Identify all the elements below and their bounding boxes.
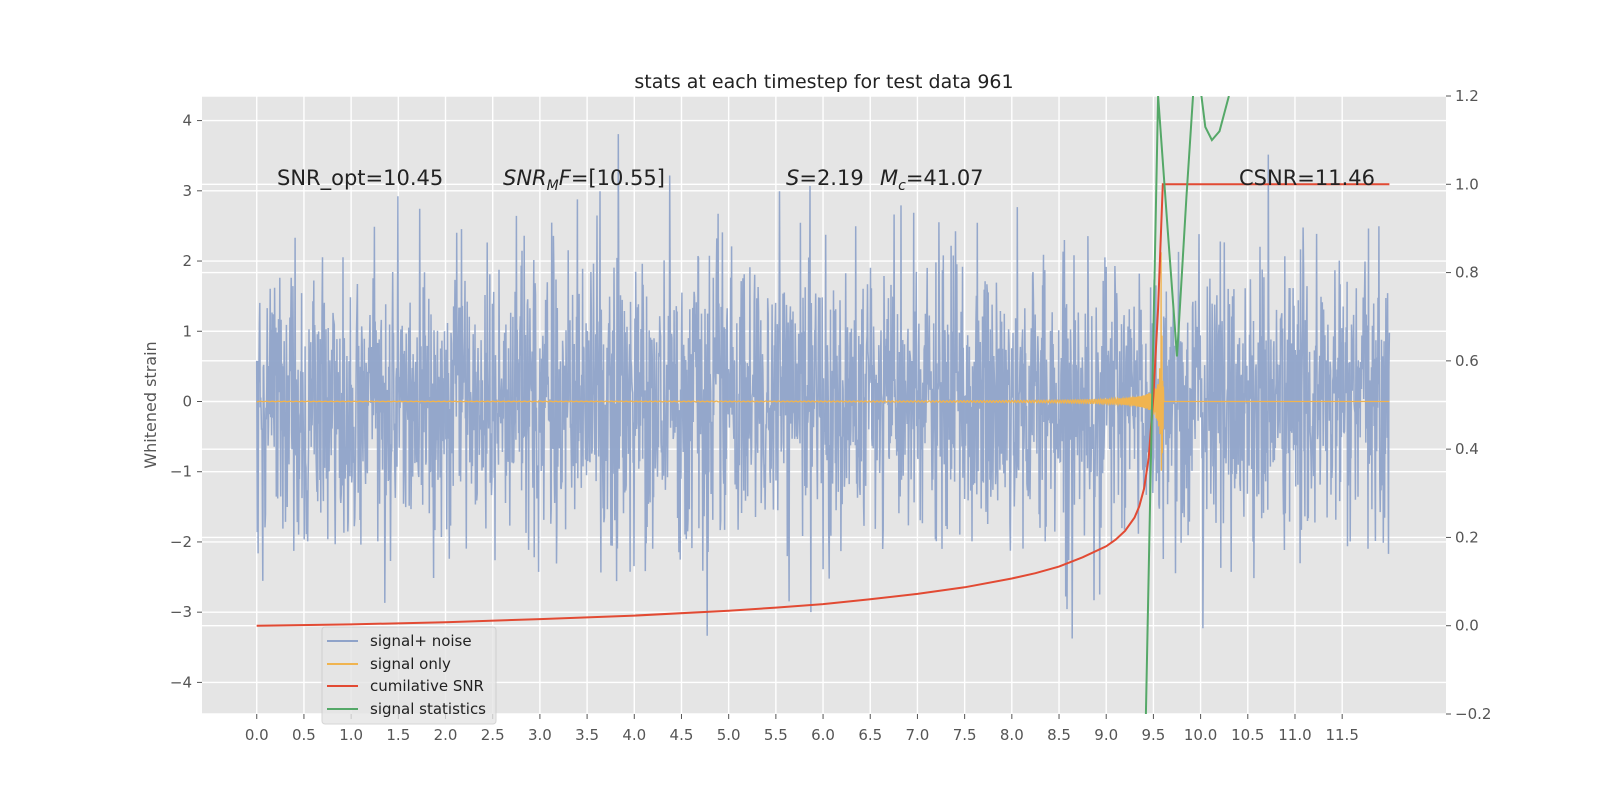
x-tick-label: 9.0 xyxy=(1094,726,1118,744)
s-value: =2.19 xyxy=(799,166,863,190)
mc-value: =41.07 xyxy=(906,166,984,190)
y2-tick-label: −0.2 xyxy=(1455,705,1491,723)
annotation-mc: Mc=41.07 xyxy=(880,166,984,194)
x-tick-label: 3.0 xyxy=(528,726,552,744)
x-tick-label: 3.5 xyxy=(575,726,599,744)
y-tick-label: −1 xyxy=(170,463,192,481)
series-cumulative-snr xyxy=(256,183,1390,627)
x-tick-label: 10.5 xyxy=(1231,726,1264,744)
x-tick-label: 8.5 xyxy=(1047,726,1071,744)
annotation-s: S=2.19 xyxy=(786,166,864,190)
mc-symbol: M xyxy=(880,166,898,190)
mc-subscript: c xyxy=(898,178,906,194)
data-layer xyxy=(255,96,1391,714)
legend-label-stats: signal statistics xyxy=(370,700,486,718)
chart-title: stats at each timestep for test data 961 xyxy=(634,71,1013,93)
series-signal-noise xyxy=(255,134,1391,639)
x-tick-label: 2.5 xyxy=(481,726,505,744)
y2-tick-label: 0.8 xyxy=(1455,264,1479,282)
y-axis-label: Whitened strain xyxy=(141,341,160,468)
snr-mf-symbol: SNR xyxy=(503,166,547,190)
x-tick-label: 11.5 xyxy=(1325,726,1358,744)
snr-mf-value: =[10.55] xyxy=(571,166,665,190)
x-tick-label: 6.5 xyxy=(858,726,882,744)
s-symbol: S xyxy=(786,166,799,190)
y-tick-label: −4 xyxy=(170,673,192,691)
y2-tick-label: 1.2 xyxy=(1455,87,1479,105)
y2-tick-label: 0.4 xyxy=(1455,440,1479,458)
y-tick-label: −2 xyxy=(170,533,192,551)
y-tick-label: 1 xyxy=(182,322,192,340)
y-tick-label: −3 xyxy=(170,603,192,621)
series-signal-only xyxy=(256,252,1390,471)
x-tick-label: 0.5 xyxy=(292,726,316,744)
series-signal-statistics xyxy=(1144,96,1230,714)
x-tick-label: 1.0 xyxy=(339,726,363,744)
x-tick-label: 4.0 xyxy=(622,726,646,744)
y-tick-label: 2 xyxy=(182,252,192,270)
annotation-snr-mf: SNRMF=[10.55] xyxy=(503,166,665,194)
legend: signal+ noise signal only cumilative SNR… xyxy=(321,626,497,725)
snr-mf-f: F xyxy=(559,166,572,190)
y-tick-label: 4 xyxy=(182,112,192,130)
x-tick-label: 5.0 xyxy=(717,726,741,744)
y-tick-label: 0 xyxy=(182,392,192,410)
x-tick-label: 7.5 xyxy=(953,726,977,744)
x-tick-label: 8.0 xyxy=(1000,726,1024,744)
legend-label-signal: signal only xyxy=(370,655,451,673)
tick-layer: 0.0 0.5 1.0 1.5 2.0 2.5 3.0 3.5 4.0 4.5 5.0 5.5 6.0 6… xyxy=(170,87,1492,744)
x-tick-label: 9.5 xyxy=(1141,726,1165,744)
y2-tick-label: 0.6 xyxy=(1455,352,1479,370)
x-tick-label: 1.5 xyxy=(386,726,410,744)
x-tick-label: 6.0 xyxy=(811,726,835,744)
snr-mf-subscript: M xyxy=(547,178,559,194)
x-tick-label: 7.0 xyxy=(906,726,930,744)
annotation-snr-opt: SNR_opt=10.45 xyxy=(277,166,443,191)
legend-label-csnr: cumilative SNR xyxy=(370,677,484,695)
x-tick-label: 0.0 xyxy=(245,726,269,744)
x-tick-label: 11.0 xyxy=(1278,726,1311,744)
y2-tick-label: 0.2 xyxy=(1455,528,1479,546)
x-tick-label: 10.0 xyxy=(1184,726,1217,744)
x-tick-label: 4.5 xyxy=(670,726,694,744)
y-tick-label: 3 xyxy=(182,182,192,200)
annotation-csnr: CSNR=11.46 xyxy=(1239,166,1375,190)
y2-tick-label: 0.0 xyxy=(1455,617,1479,635)
y2-tick-label: 1.0 xyxy=(1455,175,1479,193)
x-tick-label: 2.0 xyxy=(434,726,458,744)
x-tick-label: 5.5 xyxy=(764,726,788,744)
legend-box xyxy=(321,626,497,725)
legend-label-noise: signal+ noise xyxy=(370,632,472,650)
